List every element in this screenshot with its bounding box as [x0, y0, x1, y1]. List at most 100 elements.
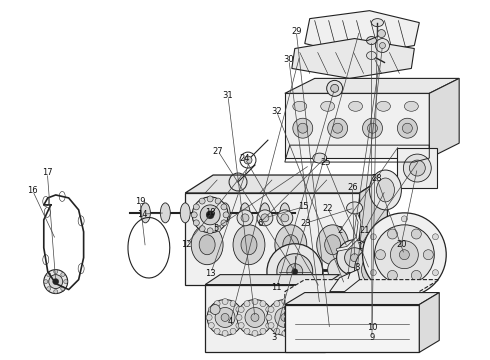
- Ellipse shape: [251, 314, 259, 321]
- Text: 18: 18: [205, 208, 216, 217]
- Ellipse shape: [376, 178, 394, 202]
- Ellipse shape: [230, 301, 236, 307]
- Ellipse shape: [281, 314, 289, 321]
- Text: 4: 4: [228, 317, 233, 326]
- Ellipse shape: [423, 250, 433, 260]
- Ellipse shape: [367, 51, 376, 59]
- Ellipse shape: [401, 216, 407, 222]
- Ellipse shape: [221, 204, 227, 210]
- Text: 31: 31: [222, 91, 233, 100]
- Ellipse shape: [268, 315, 274, 320]
- Text: 1: 1: [357, 242, 362, 251]
- Polygon shape: [285, 305, 419, 352]
- Ellipse shape: [206, 315, 212, 320]
- Ellipse shape: [268, 306, 274, 312]
- Ellipse shape: [298, 315, 304, 320]
- Ellipse shape: [280, 203, 290, 223]
- Ellipse shape: [194, 204, 199, 210]
- Ellipse shape: [348, 101, 363, 111]
- Ellipse shape: [61, 287, 65, 291]
- Ellipse shape: [397, 118, 417, 138]
- Ellipse shape: [237, 300, 273, 336]
- Ellipse shape: [350, 254, 359, 262]
- Ellipse shape: [194, 220, 199, 226]
- Ellipse shape: [236, 323, 242, 328]
- Ellipse shape: [287, 264, 303, 280]
- Text: 20: 20: [396, 240, 406, 249]
- Ellipse shape: [208, 323, 214, 328]
- Text: 22: 22: [323, 204, 333, 213]
- Ellipse shape: [388, 270, 397, 280]
- Ellipse shape: [274, 301, 280, 307]
- Ellipse shape: [277, 254, 313, 289]
- Ellipse shape: [268, 323, 274, 328]
- Ellipse shape: [388, 229, 397, 239]
- Ellipse shape: [207, 196, 213, 202]
- Polygon shape: [285, 78, 459, 93]
- Ellipse shape: [375, 39, 390, 53]
- Ellipse shape: [260, 301, 266, 307]
- Ellipse shape: [210, 305, 220, 315]
- Polygon shape: [292, 39, 415, 78]
- Ellipse shape: [328, 258, 352, 282]
- Text: 9: 9: [369, 333, 374, 342]
- Text: 21: 21: [359, 226, 370, 235]
- Polygon shape: [330, 270, 360, 292]
- Ellipse shape: [220, 203, 230, 223]
- Ellipse shape: [282, 298, 288, 305]
- Ellipse shape: [200, 203, 210, 223]
- Text: 25: 25: [320, 158, 331, 167]
- Polygon shape: [185, 175, 388, 193]
- Ellipse shape: [327, 80, 343, 96]
- Ellipse shape: [283, 235, 299, 255]
- Text: 27: 27: [213, 147, 223, 156]
- Text: 19: 19: [135, 197, 146, 206]
- Ellipse shape: [257, 210, 273, 226]
- Ellipse shape: [292, 269, 298, 275]
- Ellipse shape: [368, 123, 377, 133]
- Ellipse shape: [293, 101, 307, 111]
- Ellipse shape: [369, 170, 401, 210]
- Text: 17: 17: [42, 168, 52, 177]
- Ellipse shape: [260, 328, 266, 334]
- Ellipse shape: [331, 84, 339, 92]
- Bar: [205, 285, 325, 352]
- Text: 6: 6: [257, 219, 262, 228]
- Ellipse shape: [391, 241, 418, 269]
- Ellipse shape: [376, 101, 391, 111]
- Text: 5: 5: [213, 224, 219, 233]
- Ellipse shape: [355, 250, 385, 289]
- Ellipse shape: [191, 212, 197, 218]
- Ellipse shape: [358, 258, 382, 282]
- Ellipse shape: [409, 160, 425, 176]
- Text: 15: 15: [298, 202, 309, 211]
- Text: 29: 29: [291, 27, 301, 36]
- Ellipse shape: [200, 205, 220, 225]
- Ellipse shape: [399, 250, 409, 260]
- Ellipse shape: [290, 301, 296, 307]
- Ellipse shape: [207, 228, 213, 234]
- Ellipse shape: [245, 307, 265, 328]
- Ellipse shape: [267, 300, 303, 336]
- Ellipse shape: [370, 270, 376, 276]
- Ellipse shape: [371, 19, 384, 27]
- Polygon shape: [429, 78, 459, 158]
- Ellipse shape: [325, 235, 341, 255]
- Ellipse shape: [44, 280, 48, 284]
- Ellipse shape: [47, 273, 50, 276]
- Ellipse shape: [267, 244, 323, 300]
- Text: 3: 3: [271, 333, 277, 342]
- Ellipse shape: [244, 328, 250, 334]
- Ellipse shape: [241, 235, 257, 255]
- Ellipse shape: [215, 198, 221, 204]
- Ellipse shape: [236, 315, 242, 320]
- Text: 8: 8: [355, 264, 360, 273]
- Text: 14: 14: [137, 210, 148, 219]
- Ellipse shape: [367, 37, 376, 45]
- Ellipse shape: [281, 214, 289, 222]
- Ellipse shape: [238, 306, 244, 312]
- Text: 13: 13: [205, 269, 216, 278]
- Ellipse shape: [313, 153, 327, 163]
- Ellipse shape: [333, 123, 343, 133]
- Ellipse shape: [375, 250, 386, 260]
